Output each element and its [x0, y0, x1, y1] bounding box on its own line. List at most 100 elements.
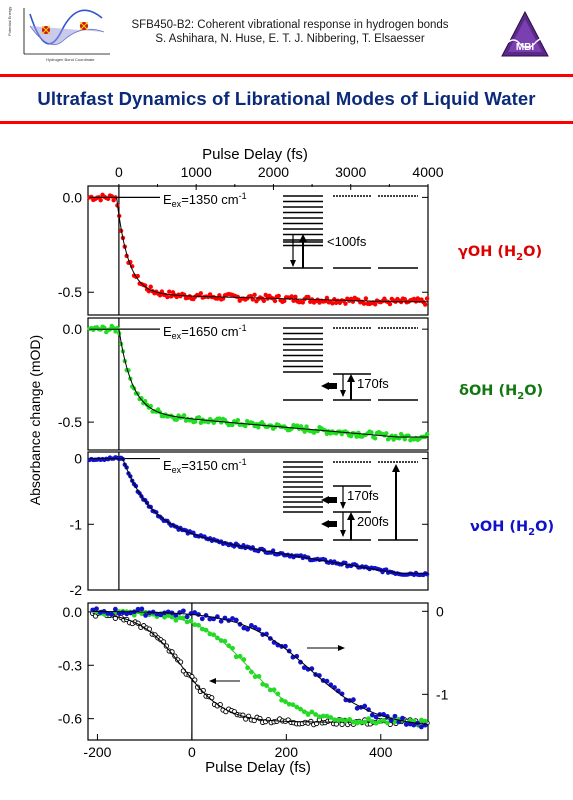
comparison-data-point: [252, 625, 258, 630]
data-point: [384, 431, 389, 436]
energy-transfer-arrow-body: [329, 497, 337, 503]
svg-text:Hydrogen Bond Coordinate: Hydrogen Bond Coordinate: [46, 57, 95, 62]
data-point: [215, 296, 220, 301]
comparison-data-point: [350, 697, 356, 703]
y-tick-label: -2: [70, 582, 83, 598]
y-tick-label: -0.5: [58, 414, 82, 430]
comparison-data-point: [192, 610, 198, 615]
data-point: [304, 424, 309, 429]
data-point: [193, 419, 198, 424]
comparison-data-point: [301, 665, 307, 671]
energy-transfer-arrow: [321, 496, 329, 504]
comparison-data-point: [298, 659, 303, 665]
lifetime-label: 200fs: [357, 514, 389, 529]
excitation-label: Eex=1650 cm-1: [163, 323, 247, 341]
comparison-data-point: [282, 699, 288, 705]
mode-label-bending: δOH (H2O): [459, 383, 544, 402]
relaxation-arrowhead: [290, 260, 296, 267]
bottom-x-axis-label: Pulse Delay (fs): [205, 759, 311, 776]
stretch-excitation-arrowhead: [392, 464, 400, 472]
data-point: [363, 296, 369, 301]
data-point: [369, 430, 374, 435]
comparison-data-point: [94, 606, 99, 612]
comparison-data-point: [146, 610, 152, 616]
data-point: [402, 437, 408, 442]
comparison-data-point: [245, 665, 251, 671]
data-point: [424, 571, 430, 577]
comparison-data-point: [286, 701, 292, 707]
data-point: [196, 415, 202, 420]
comparison-data-point: [199, 616, 205, 622]
comparison-data-point: [241, 657, 247, 662]
comparison-data-point: [143, 612, 149, 618]
comparison-data-point: [163, 643, 170, 649]
energy-transfer-arrow: [321, 520, 329, 528]
comparison-data-point: [194, 684, 201, 690]
top-x-tick-label: 3000: [335, 164, 366, 180]
comparison-data-point: [172, 653, 178, 659]
comparison-data-point: [135, 606, 141, 612]
data-point: [282, 298, 287, 304]
comparison-data-point: [369, 712, 375, 718]
bottom-x-tick-label: 200: [275, 744, 299, 760]
data-point: [181, 413, 187, 418]
relaxation-arrowhead: [340, 502, 346, 509]
comparison-data-point: [418, 724, 424, 730]
comparison-data-point: [275, 691, 281, 697]
data-point: [372, 302, 378, 307]
comparison-data-point: [256, 673, 262, 679]
data-point: [391, 437, 396, 442]
comparison-data-point: [112, 606, 118, 612]
data-point: [272, 298, 278, 304]
panel-frame: [87, 317, 429, 451]
data-point: [387, 301, 393, 307]
lifetime-label-2: 170fs: [347, 488, 379, 503]
excitation-arrowhead: [299, 234, 307, 242]
fit-curve: [89, 458, 428, 575]
energy-transfer-arrow-body: [329, 521, 337, 527]
excitation-label: Eex=3150 cm-1: [163, 457, 247, 475]
y-tick-label: -1: [70, 516, 83, 532]
bottom-y-tick-label: -0.3: [58, 657, 82, 673]
data-point: [330, 301, 335, 306]
comparison-data-point: [116, 611, 122, 616]
data-point: [113, 329, 118, 334]
fit-curve: [89, 196, 428, 303]
title-rule: [0, 121, 573, 124]
authors: S. Ashihara, N. Huse, E. T. J. Nibbering…: [155, 33, 425, 45]
comparison-data-point: [354, 705, 360, 711]
data-point: [167, 289, 172, 294]
top-x-axis-label: Pulse Delay (fs): [202, 146, 308, 163]
data-point: [243, 423, 248, 429]
comparison-data-point: [362, 703, 368, 709]
comparison-data-point: [196, 612, 201, 617]
bottom-x-tick-label: 0: [188, 744, 196, 760]
comparison-data-point: [305, 712, 311, 717]
y-tick-label: 0.0: [63, 189, 83, 205]
data-point: [261, 298, 267, 304]
excitation-label: Eex=1350 cm-1: [163, 191, 247, 209]
bottom-x-tick-label: -200: [83, 744, 111, 760]
y-tick-label: 0.0: [63, 321, 83, 337]
comparison-data-point: [226, 643, 232, 649]
energy-transfer-arrow-body: [329, 383, 337, 389]
lifetime-label: 170fs: [357, 376, 389, 391]
mbi-logo: MBI: [501, 10, 549, 57]
comparison-data-point: [248, 623, 254, 628]
svg-text:MBI: MBI: [516, 42, 535, 53]
data-point: [343, 301, 348, 306]
right-axis-arrowhead: [338, 645, 345, 651]
data-point: [300, 300, 306, 305]
data-point: [291, 298, 296, 303]
comparison-data-point: [109, 611, 115, 617]
relaxation-arrowhead: [340, 530, 346, 537]
comparison-data-point: [180, 615, 186, 621]
data-point: [165, 294, 170, 300]
data-point: [252, 292, 257, 298]
comparison-data-point: [124, 611, 130, 617]
data-point: [293, 294, 298, 300]
comparison-data-point: [418, 717, 424, 723]
comparison-data-point: [388, 718, 394, 723]
comparison-data-point: [184, 614, 190, 620]
bottom-x-tick-label: 400: [369, 744, 393, 760]
